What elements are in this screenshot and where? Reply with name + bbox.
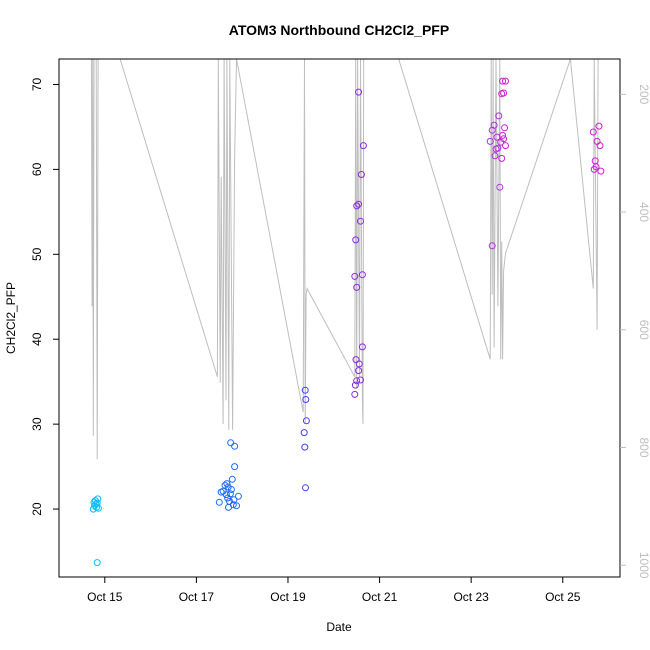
data-point-series-1 [94,495,102,503]
data-point-series-2 [233,502,240,510]
data-point-series-6 [500,135,508,143]
data-point-series-6 [590,165,598,173]
y2-tick-label: 1000 [637,552,650,579]
data-point-series-4 [352,356,360,364]
data-point-series-3 [302,417,310,425]
altitude-trace-line [90,58,599,460]
data-point-series-5 [488,242,496,250]
data-point-series-2 [215,498,223,506]
y-tick-label: 50 [30,247,44,261]
y2-tick-label: 400 [637,202,650,222]
plot-frame [58,58,621,578]
x-tick-label: Oct 21 [362,590,398,604]
data-point-series-2 [227,439,235,447]
data-point-series-4 [358,343,366,351]
data-point-series-6 [499,77,507,85]
y-tick-label: 70 [30,77,44,91]
data-point-series-6 [501,124,509,132]
y-tick-label: 20 [30,502,44,516]
data-point-series-3 [302,484,309,492]
data-point-series-5 [495,112,503,120]
data-point-series-5 [494,144,502,152]
data-point-series-1 [94,504,102,512]
data-point-series-6 [499,131,507,139]
data-point-series-2 [228,475,236,483]
data-point-series-4 [357,171,365,178]
data-point-series-4 [357,217,364,225]
data-point-series-4 [358,271,366,279]
data-point-series-2 [222,491,230,499]
data-point-series-4 [357,376,364,384]
data-point-series-4 [359,142,367,150]
data-point-series-5 [490,121,498,129]
data-point-series-4 [353,377,361,385]
data-point-series-2 [229,501,237,509]
y2-tick-label: 800 [637,437,650,457]
data-point-series-4 [355,367,363,375]
x-tick-label: Oct 15 [87,590,123,604]
data-point-series-2 [226,490,234,498]
data-point-series-6 [597,167,605,175]
y2-tick-label: 600 [637,320,650,340]
axes-layer: Oct 15 Oct 17 Oct 19 Oct 21 Oct 23 Oct 25 20 30… [30,77,650,604]
data-point-series-6 [502,77,509,85]
data-point-series-3 [301,386,309,394]
data-point-series-3 [301,443,309,451]
y-axis-label: CH2Cl2_PFP [4,282,18,354]
data-point-series-4 [355,200,363,208]
data-point-series-6 [498,154,506,162]
altitude-trace-layer [90,58,599,460]
y-tick-label: 40 [30,332,44,346]
data-point-series-4 [353,283,361,291]
data-points-layer [89,77,605,567]
data-point-series-6 [596,142,604,150]
data-point-series-2 [223,480,231,488]
data-point-series-4 [351,390,359,398]
data-point-series-1 [93,499,101,507]
data-point-series-4 [351,272,359,280]
data-point-series-2 [231,442,239,450]
x-tick-label: Oct 19 [270,590,306,604]
y2-tick-label: 200 [637,84,650,104]
data-point-series-4 [352,236,360,244]
data-point-series-4 [355,88,363,96]
x-axis-label: Date [326,620,352,634]
data-point-series-5 [491,152,499,160]
data-point-series-6 [500,89,508,97]
data-point-series-6 [502,142,509,150]
data-point-series-3 [302,396,310,403]
x-tick-label: Oct 17 [179,590,215,604]
y-tick-label: 60 [30,162,44,176]
data-point-series-2 [224,483,232,491]
y-tick-label: 30 [30,417,44,431]
chart-title: ATOM3 Northbound CH2Cl2_PFP [229,22,449,38]
data-point-series-2 [230,496,238,504]
x-tick-label: Oct 25 [545,590,581,604]
data-point-series-4 [351,381,359,389]
data-point-series-1 [93,559,101,567]
data-point-series-3 [300,429,308,437]
x-tick-label: Oct 23 [453,590,489,604]
data-point-series-4 [353,202,361,210]
data-point-series-2 [234,492,242,500]
data-point-series-6 [589,128,597,136]
data-point-series-5 [496,183,504,191]
data-point-series-2 [231,463,239,471]
data-point-series-6 [595,122,603,130]
data-point-series-5 [486,137,494,145]
data-point-series-4 [355,360,363,368]
